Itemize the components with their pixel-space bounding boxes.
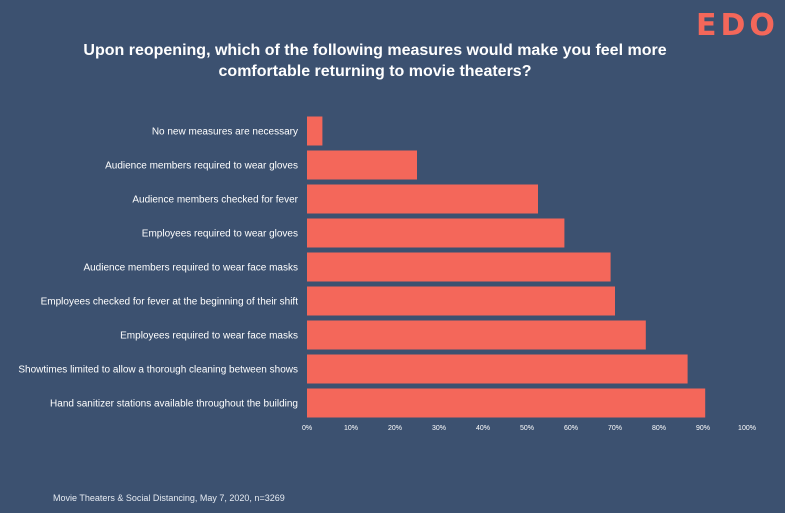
bar-6	[307, 320, 646, 350]
category-label-1: Audience members required to wear gloves	[105, 161, 298, 172]
x-tick-label-1: 10%	[344, 425, 358, 432]
bar-4	[307, 252, 611, 282]
x-tick-label-10: 100%	[738, 425, 756, 432]
category-label-0: No new measures are necessary	[152, 127, 298, 138]
x-axis-ticks: 0% 10% 20% 30% 40% 50% 60% 70% 80% 90% 100%	[302, 425, 756, 432]
bar-7	[307, 354, 688, 384]
category-label-7: Showtimes limited to allow a thorough cl…	[18, 365, 298, 376]
category-label-2: Audience members checked for fever	[132, 195, 298, 206]
x-tick-label-5: 50%	[520, 425, 534, 432]
bars-group	[307, 116, 706, 418]
category-label-8: Hand sanitizer stations available throug…	[50, 399, 298, 410]
category-label-5: Employees checked for fever at the begin…	[41, 297, 299, 308]
x-tick-label-7: 70%	[608, 425, 622, 432]
category-label-3: Employees required to wear gloves	[142, 229, 298, 240]
bar-3	[307, 218, 565, 248]
x-tick-label-9: 90%	[696, 425, 710, 432]
category-label-6: Employees required to wear face masks	[120, 331, 298, 342]
bar-5	[307, 286, 615, 316]
x-tick-label-0: 0%	[302, 425, 312, 432]
x-tick-label-3: 30%	[432, 425, 446, 432]
category-labels: No new measures are necessary Audience me…	[18, 127, 298, 410]
x-tick-label-6: 60%	[564, 425, 578, 432]
x-tick-label-8: 80%	[652, 425, 666, 432]
x-tick-label-4: 40%	[476, 425, 490, 432]
bar-8	[307, 388, 706, 418]
source-footnote: Movie Theaters & Social Distancing, May …	[53, 493, 285, 503]
category-label-4: Audience members required to wear face m…	[83, 263, 298, 274]
chart-title: Upon reopening, which of the following m…	[83, 42, 667, 80]
x-tick-label-2: 20%	[388, 425, 402, 432]
brand-logo: EDO	[696, 8, 779, 43]
bar-1	[307, 150, 417, 180]
bar-2	[307, 184, 538, 214]
bar-0	[307, 116, 323, 146]
